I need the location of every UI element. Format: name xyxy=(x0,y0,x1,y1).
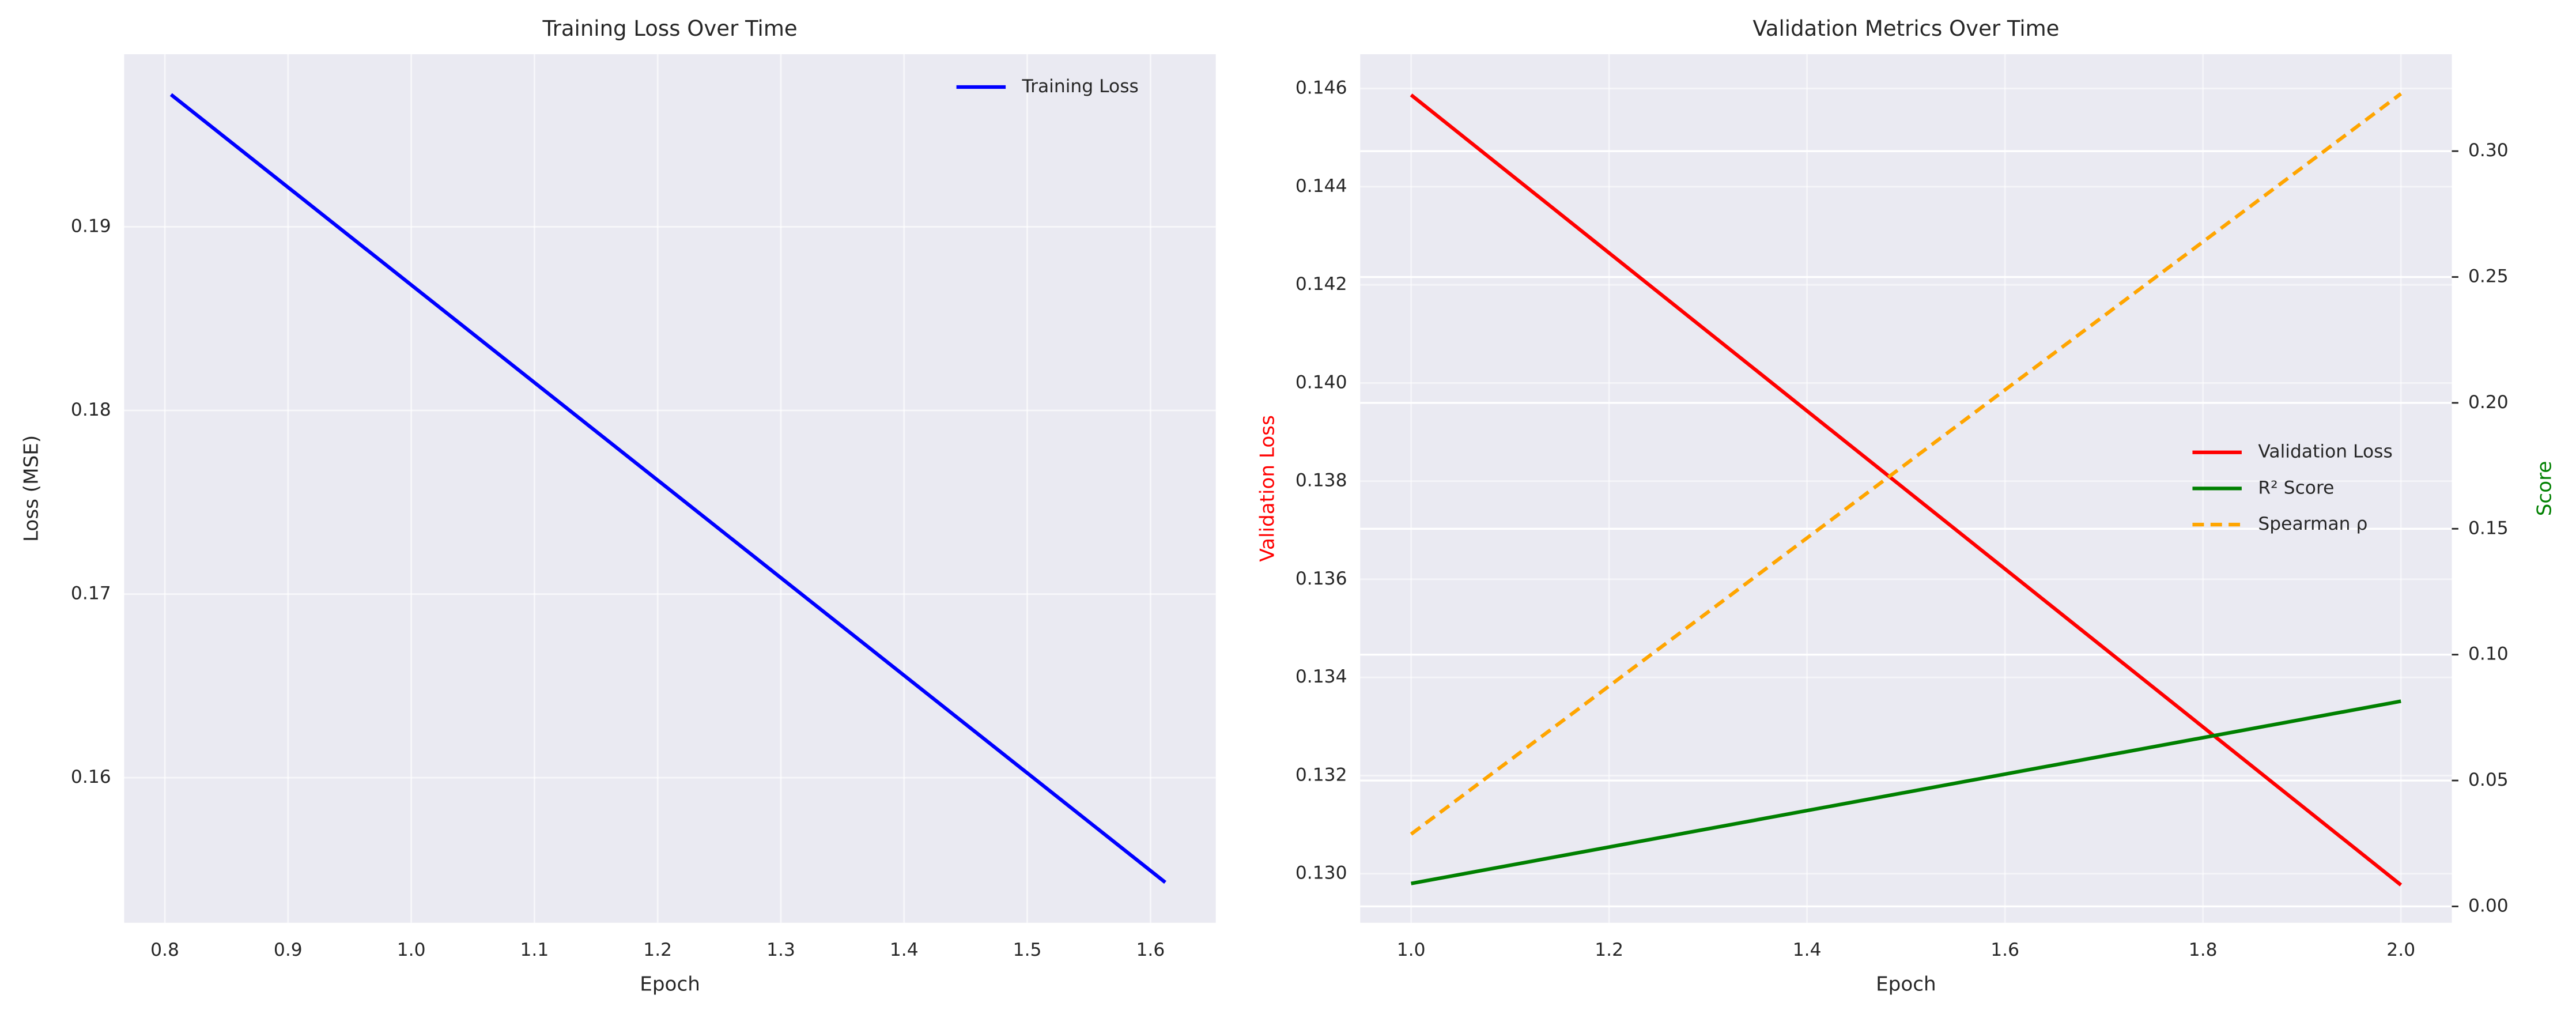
legend-label: R² Score xyxy=(2258,477,2334,498)
x-tick-label: 1.6 xyxy=(1136,940,1165,960)
y-tick-label: 0.132 xyxy=(1295,764,1347,785)
x-tick-label: 1.2 xyxy=(1595,940,1623,960)
y-tick-label: 0.17 xyxy=(71,583,111,604)
y-tick-label: 0.138 xyxy=(1295,470,1347,491)
y2-tick-label: 0.05 xyxy=(2468,770,2509,790)
y2-axis-label: Score xyxy=(2533,461,2556,516)
x-axis-label: Epoch xyxy=(640,973,700,996)
y-tick-label: 0.136 xyxy=(1295,568,1347,589)
x-tick-label: 1.4 xyxy=(1793,940,1822,960)
x-tick-label: 0.8 xyxy=(150,940,179,960)
y2-tick-label: 0.25 xyxy=(2468,266,2509,287)
x-tick-label: 1.0 xyxy=(1397,940,1426,960)
y-tick-label: 0.134 xyxy=(1295,666,1347,687)
series-line xyxy=(1410,93,2403,887)
series-line xyxy=(169,93,1166,884)
x-tick-label: 1.6 xyxy=(1990,940,2019,960)
x-tick-label: 1.4 xyxy=(890,940,919,960)
y-tick-label: 0.16 xyxy=(71,767,111,787)
y-tick-label: 0.144 xyxy=(1295,176,1347,197)
x-tick-label: 1.3 xyxy=(766,940,795,960)
x-tick-label: 1.5 xyxy=(1013,940,1042,960)
y-tick-label: 0.140 xyxy=(1295,372,1347,393)
y2-tick-label: 0.15 xyxy=(2468,518,2509,538)
legend-label: Spearman ρ xyxy=(2258,514,2367,534)
y-tick-label: 0.19 xyxy=(71,216,111,236)
series-line xyxy=(1411,699,2401,885)
x-tick-label: 1.2 xyxy=(643,940,672,960)
x-tick-label: 0.9 xyxy=(274,940,303,960)
legend-label: Training Loss xyxy=(1022,76,1139,97)
y2-tick-label: 0.30 xyxy=(2468,140,2509,161)
legend-label: Validation Loss xyxy=(2258,442,2392,462)
y2-tick-label: 0.00 xyxy=(2468,895,2509,916)
y-tick-label: 0.18 xyxy=(71,399,111,420)
chart-title: Training Loss Over Time xyxy=(542,16,797,41)
y2-tick-label: 0.10 xyxy=(2468,644,2509,665)
y-tick-label: 0.130 xyxy=(1295,863,1347,884)
series-line xyxy=(1410,92,2403,836)
y2-tick-label: 0.20 xyxy=(2468,392,2509,413)
y-tick-label: 0.146 xyxy=(1295,78,1347,99)
x-tick-label: 1.0 xyxy=(397,940,426,960)
y-axis-label: Loss (MSE) xyxy=(20,435,43,542)
x-tick-label: 2.0 xyxy=(2386,940,2415,960)
x-tick-label: 1.8 xyxy=(2189,940,2218,960)
y-tick-label: 0.142 xyxy=(1295,274,1347,295)
chart-title: Validation Metrics Over Time xyxy=(1752,16,2059,41)
x-axis-label: Epoch xyxy=(1876,973,1936,996)
y-axis-label: Validation Loss xyxy=(1256,415,1279,562)
x-tick-label: 1.1 xyxy=(520,940,549,960)
